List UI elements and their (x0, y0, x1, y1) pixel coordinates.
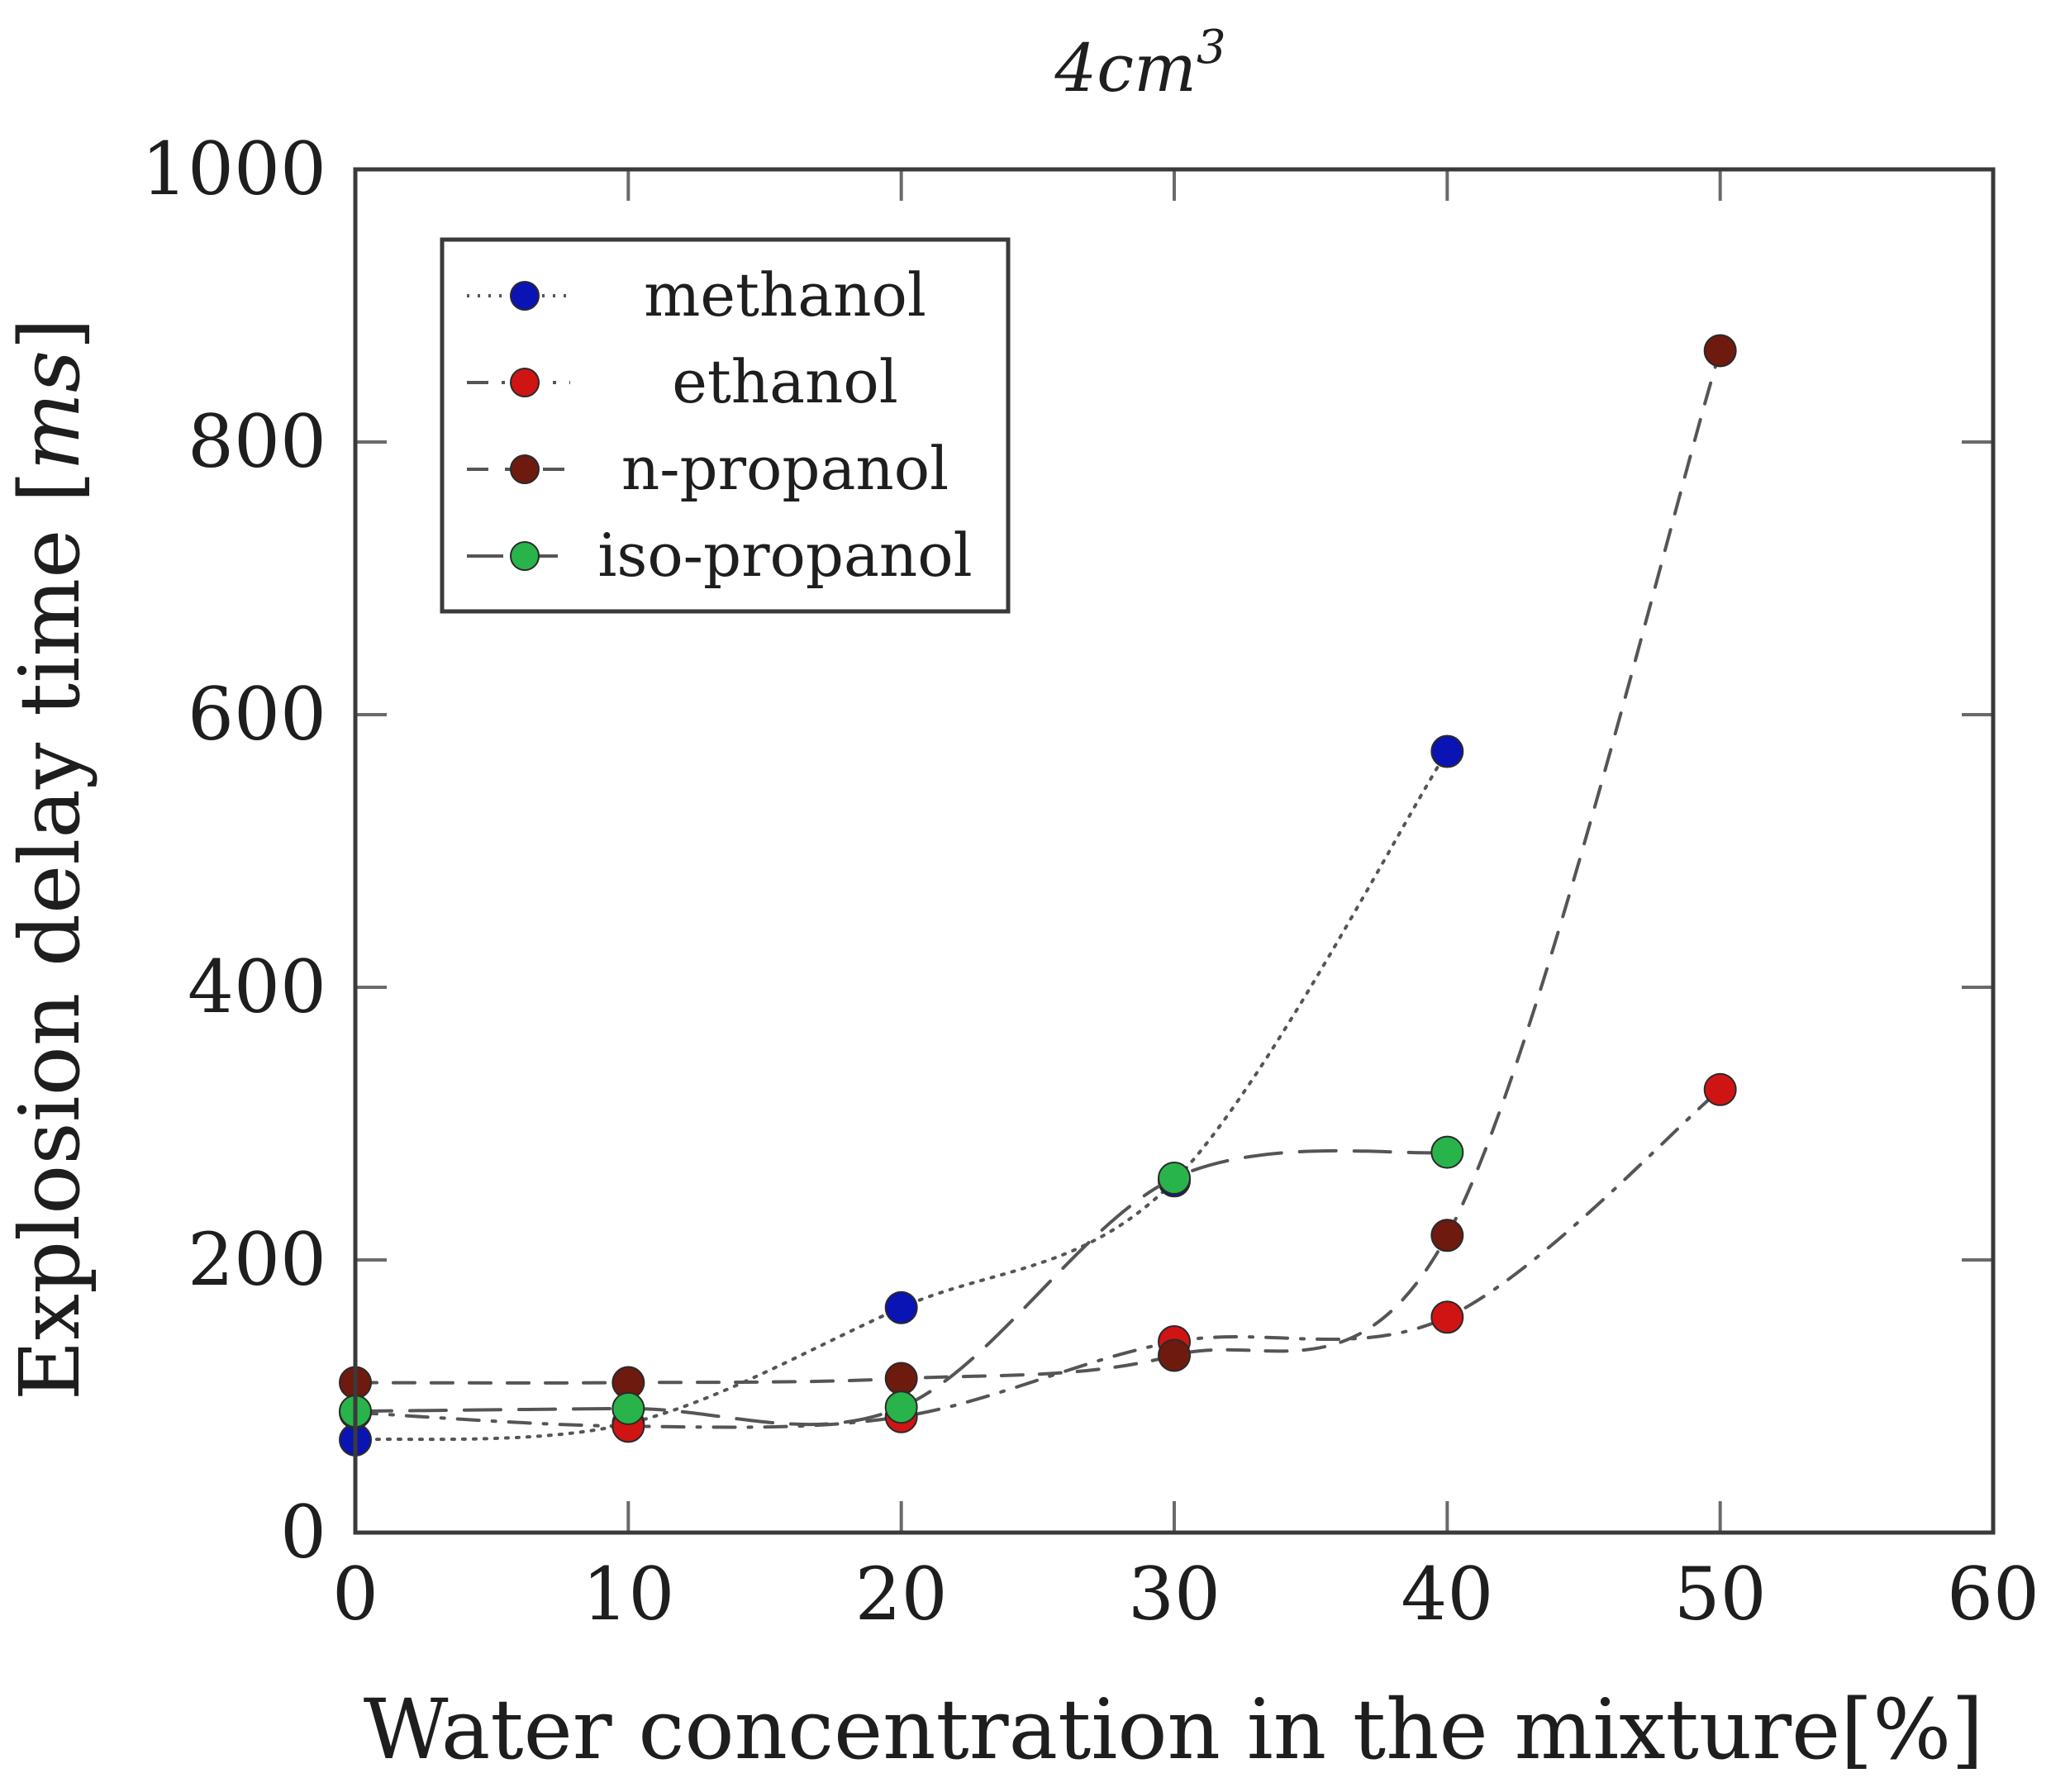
y-axis-label-unit: ms (2, 350, 98, 471)
series-line-methanol (354, 749, 1449, 1442)
x-tick-label-50: 50 (1674, 1552, 1767, 1637)
data-point-n-propanol-50 (1703, 334, 1737, 368)
y-tick-label-1000: 1000 (141, 126, 326, 212)
series-n-propanol (339, 334, 1737, 1400)
chart-title: 4cm3 (1054, 21, 1225, 107)
y-tick-label-800: 800 (188, 399, 326, 484)
y-tick-label-0: 0 (280, 1490, 326, 1575)
y-axis-label-suffix: ] (2, 318, 98, 350)
x-tick-label-20: 20 (855, 1552, 948, 1637)
legend-label-methanol: methanol (644, 260, 926, 330)
legend-label-iso-propanol: iso-propanol (597, 520, 972, 590)
data-point-ethanol-40 (1430, 1300, 1464, 1334)
data-point-iso-propanol-30 (1158, 1162, 1191, 1195)
data-point-n-propanol-20 (884, 1362, 918, 1395)
chart-title-superscript: 3 (1197, 21, 1226, 74)
data-point-iso-propanol-20 (884, 1390, 918, 1424)
legend-marker-methanol (510, 281, 540, 311)
y-axis-label-prefix: Explosion delay time [ (2, 471, 98, 1400)
y-tick-label-600: 600 (188, 672, 326, 757)
legend-marker-ethanol (510, 368, 540, 397)
x-tick-label-30: 30 (1128, 1552, 1221, 1637)
legend-label-n-propanol: n-propanol (621, 434, 949, 503)
legend-label-ethanol: ethanol (672, 347, 898, 416)
x-tick-label-60: 60 (1947, 1552, 2039, 1637)
series-ethanol (339, 1072, 1737, 1443)
data-point-iso-propanol-10 (611, 1391, 645, 1425)
data-point-methanol-20 (884, 1291, 918, 1324)
plot-area-frame (353, 167, 1996, 1535)
legend-item-methanol: methanol (467, 260, 926, 330)
legend-items: methanol ethanol n-propanol iso-propanol (467, 260, 973, 590)
legend-item-iso-propanol: iso-propanol (467, 520, 973, 590)
data-point-n-propanol-40 (1430, 1219, 1464, 1252)
legend-item-n-propanol: n-propanol (467, 434, 949, 503)
legend: methanol ethanol n-propanol iso-propanol (440, 237, 1011, 614)
x-tick-label-10: 10 (582, 1552, 674, 1637)
series-methanol (339, 734, 1464, 1457)
x-tick-label-40: 40 (1401, 1552, 1493, 1637)
data-point-methanol-40 (1430, 734, 1464, 768)
data-point-iso-propanol-40 (1430, 1135, 1464, 1169)
y-tick-label-400: 400 (188, 944, 326, 1029)
y-tick-label-200: 200 (188, 1217, 326, 1302)
y-axis-label: Explosion delay time [ms] (2, 318, 98, 1401)
data-point-ethanol-50 (1703, 1072, 1737, 1106)
legend-marker-iso-propanol (510, 541, 540, 571)
x-axis-label: Water concentration in the mixture[%] (364, 1681, 1984, 1778)
chart-title-base: 4cm (1054, 30, 1197, 107)
legend-marker-n-propanol (510, 454, 540, 484)
legend-item-ethanol: ethanol (467, 347, 898, 416)
data-point-n-propanol-30 (1158, 1338, 1191, 1372)
series-line-ethanol (354, 1087, 1722, 1429)
x-tick-label-0: 0 (332, 1552, 378, 1637)
